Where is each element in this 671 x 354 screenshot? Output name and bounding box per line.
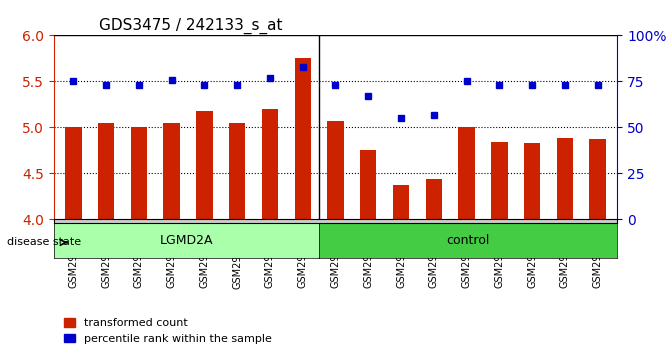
- Bar: [393, 184, 409, 219]
- Bar: [589, 139, 606, 219]
- Bar: [131, 127, 147, 219]
- Bar: [458, 127, 475, 219]
- Bar: [65, 127, 82, 219]
- Text: disease state: disease state: [7, 238, 81, 247]
- Text: control: control: [446, 234, 490, 247]
- Bar: [360, 150, 376, 219]
- Text: LGMD2A: LGMD2A: [160, 234, 213, 247]
- Bar: [425, 179, 442, 219]
- Legend: transformed count, percentile rank within the sample: transformed count, percentile rank withi…: [59, 314, 276, 348]
- Bar: [524, 143, 540, 219]
- Text: GDS3475 / 242133_s_at: GDS3475 / 242133_s_at: [99, 18, 282, 34]
- Bar: [196, 111, 213, 219]
- Bar: [557, 138, 573, 219]
- Bar: [262, 109, 278, 219]
- Bar: [229, 123, 246, 219]
- Bar: [491, 142, 507, 219]
- Bar: [98, 123, 114, 219]
- Bar: [327, 121, 344, 219]
- Bar: [164, 123, 180, 219]
- Bar: [295, 58, 311, 219]
